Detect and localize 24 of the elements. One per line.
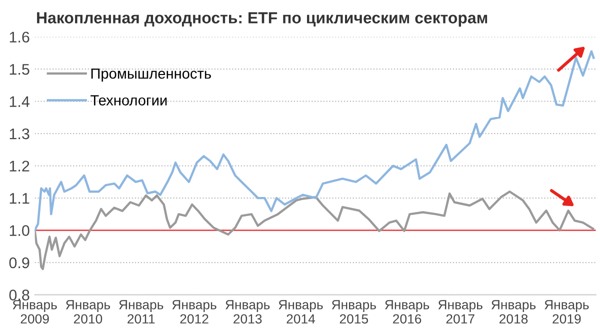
- x-tick-label: Январь 2011: [119, 300, 164, 324]
- y-tick-label: 1.2: [10, 160, 30, 172]
- x-tick-label: Январь 2017: [438, 300, 482, 324]
- x-tick-label: Январь 2012: [172, 300, 216, 324]
- y-tick-label: 1.0: [10, 225, 30, 236]
- x-tick-label: Январь 2016: [385, 300, 430, 324]
- legend-label: Технологии: [90, 95, 167, 106]
- x-tick-label: Январь 2009: [12, 300, 57, 324]
- y-tick-label: 1.6: [10, 32, 30, 43]
- y-tick-label: 0.8: [9, 290, 30, 300]
- x-tick-label: Январь 2015: [332, 300, 376, 324]
- y-tick-label: 1.1: [10, 193, 30, 204]
- x-tick-label: Январь 2014: [278, 300, 323, 324]
- x-tick-label: Январь 2013: [226, 300, 270, 324]
- y-tick-label: 1.4: [10, 96, 30, 107]
- x-tick-label: Январь 2010: [66, 300, 110, 324]
- legend-label: Промышленность: [91, 68, 211, 82]
- x-tick-label: Январь 2019: [544, 300, 589, 324]
- y-tick-label: 1.5: [10, 64, 30, 75]
- y-tick-label: 0.9: [9, 257, 30, 268]
- x-tick-label: Январь 2018: [492, 300, 536, 324]
- chart-title: Накопленная доходность: ETF по циклическим секторам: [37, 12, 488, 27]
- line-series: [34, 190, 594, 270]
- y-tick-label: 1.3: [10, 128, 30, 140]
